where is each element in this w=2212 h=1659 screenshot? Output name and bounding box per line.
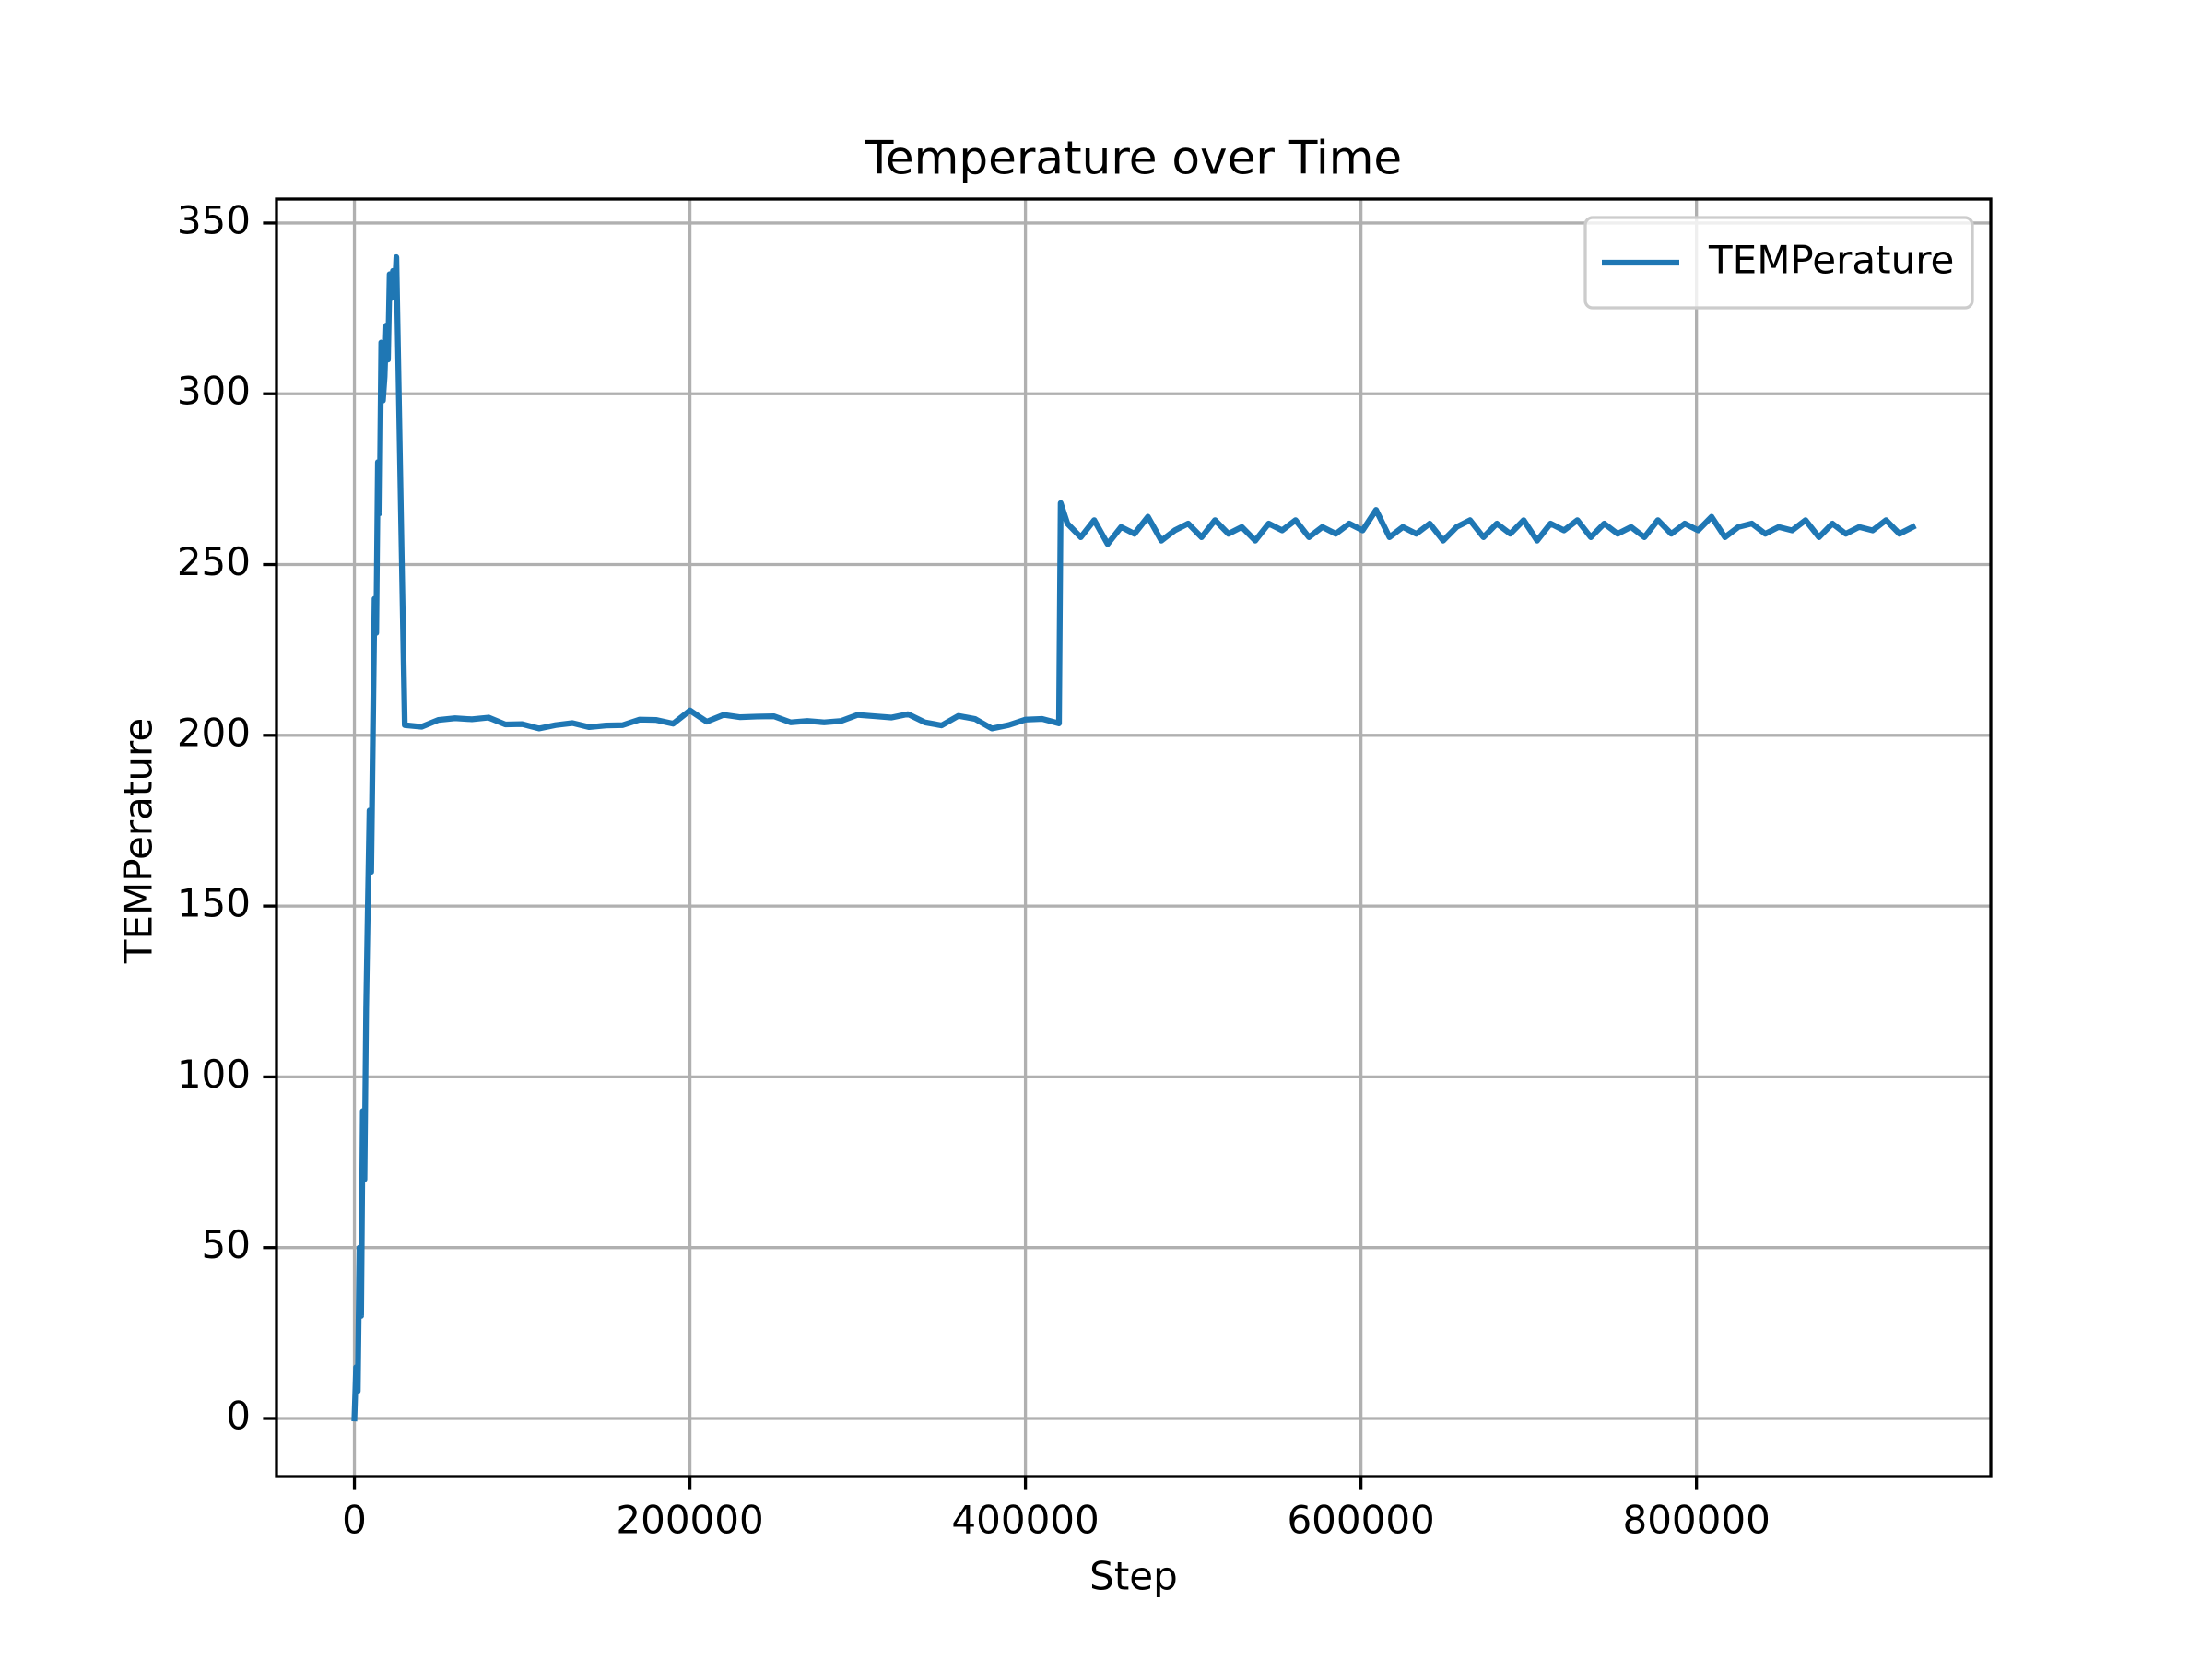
x-tick-label: 600000 — [1287, 1498, 1434, 1543]
data-line — [351, 253, 1917, 1422]
y-tick-label: 50 — [202, 1222, 251, 1267]
y-tick-label: 350 — [177, 197, 251, 242]
axes-frame — [275, 197, 1993, 1478]
legend-label: TEMPerature — [1708, 238, 1954, 283]
legend: TEMPerature — [1583, 216, 1974, 310]
chart-title: Temperature over Time — [865, 132, 1402, 185]
x-tick-label: 200000 — [616, 1498, 763, 1543]
y-tick-label: 250 — [177, 539, 251, 584]
y-tick-label: 0 — [226, 1394, 251, 1439]
y-tick-label: 100 — [177, 1052, 251, 1097]
y-tick-label: 200 — [177, 710, 251, 755]
x-tick-label: 800000 — [1622, 1498, 1770, 1543]
x-axis-label: Step — [1089, 1554, 1178, 1599]
y-tick-label: 150 — [177, 881, 251, 926]
y-axis-label: TEMPerature — [116, 718, 161, 964]
y-tick-label: 300 — [177, 369, 251, 414]
x-tick-label: 400000 — [951, 1498, 1099, 1543]
x-tick-label: 0 — [342, 1498, 367, 1543]
legend-box — [1583, 216, 1974, 310]
